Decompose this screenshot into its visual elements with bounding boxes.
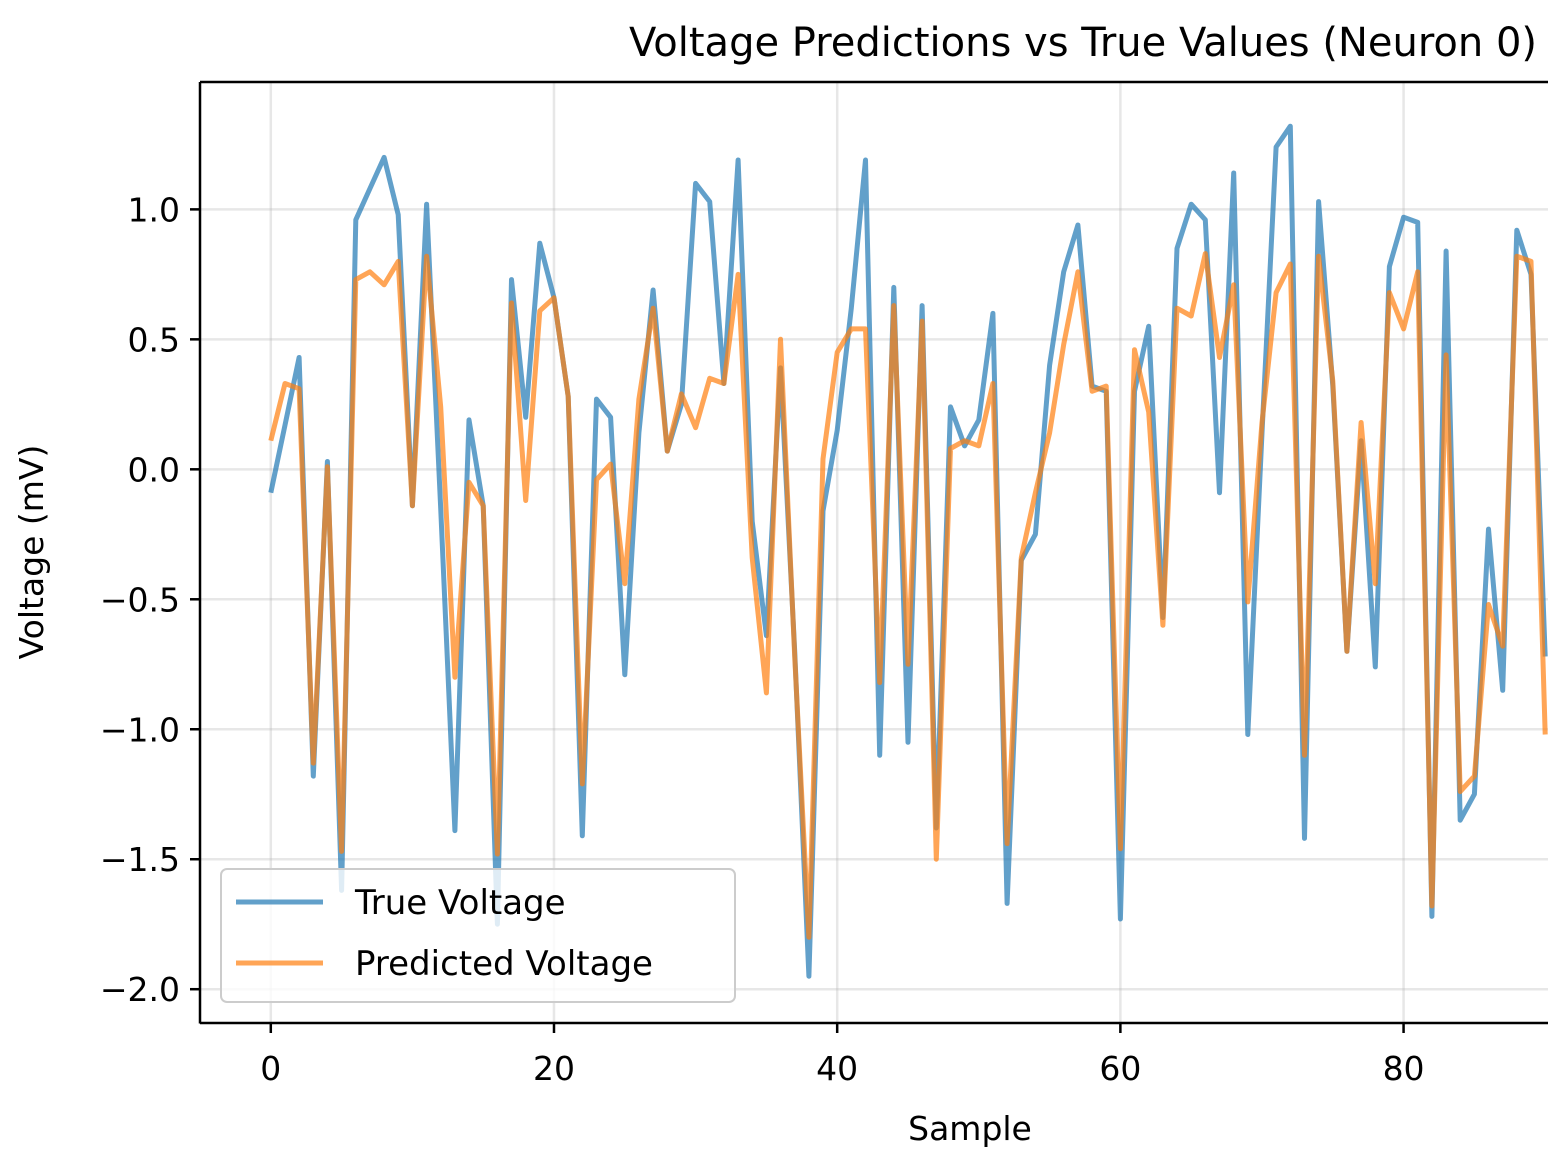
y-tick-label: 1.0 [128,190,180,229]
y-tick-label: 0.0 [128,450,180,489]
predicted-voltage-line [268,251,1548,940]
legend-label-predicted: Predicted Voltage [355,944,653,984]
y-tick-label: −2.0 [100,970,180,1009]
y-ticks: 1.0 0.5 0.0 −0.5 −1.0 −1.5 −2.0 [100,190,200,1009]
x-tick-label: 0 [260,1049,281,1088]
y-axis-label: Voltage (mV) [12,445,51,660]
y-tick-label: −1.5 [100,840,180,879]
y-tick-label: 0.5 [128,320,180,359]
y-tick-label: −0.5 [100,580,180,619]
legend-label-true: True Voltage [354,883,566,923]
chart-title: Voltage Predictions vs True Values (Neur… [629,20,1537,66]
y-tick-label: −1.0 [100,710,180,749]
x-tick-label: 20 [533,1049,575,1088]
legend: True Voltage Predicted Voltage [220,868,736,1003]
x-tick-label: 40 [816,1049,858,1088]
x-tick-label: 60 [1099,1049,1141,1088]
x-axis-label: Sample [908,1109,1032,1148]
x-tick-label: 80 [1383,1049,1425,1088]
series-lines [268,123,1548,979]
legend-box [220,868,736,1003]
x-ticks: 0 20 40 60 80 [260,1023,1425,1088]
